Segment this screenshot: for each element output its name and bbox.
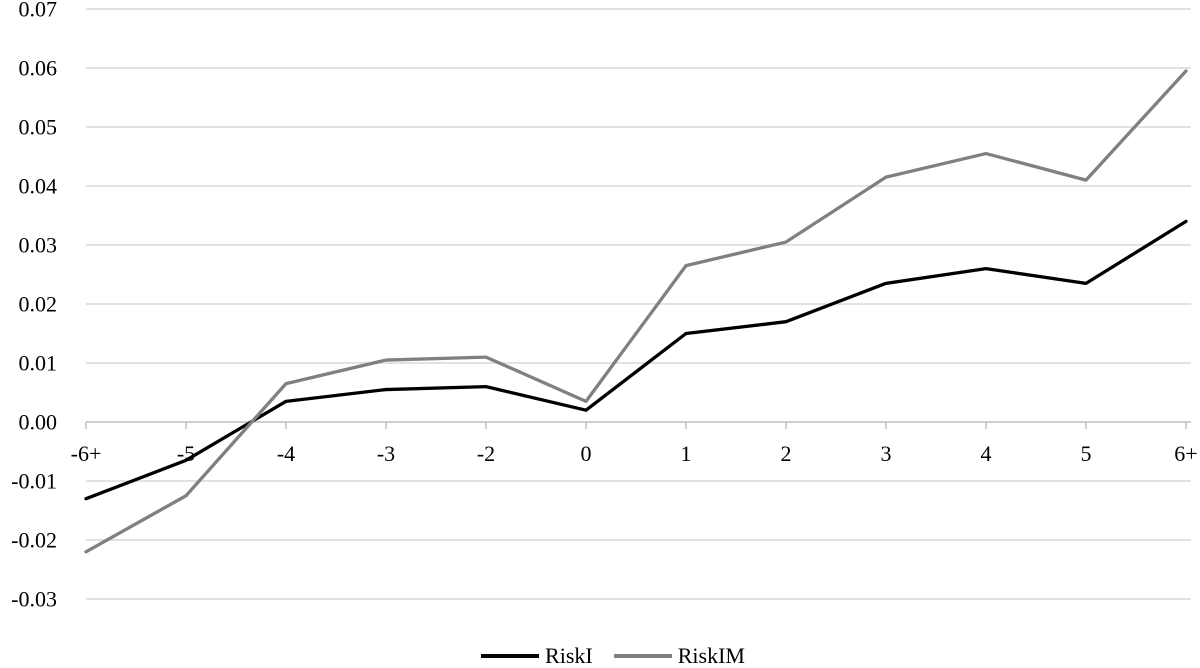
x-axis-label: -3 [377, 441, 395, 466]
y-axis-label: 0.00 [19, 410, 58, 435]
x-axis-label: -5 [177, 441, 195, 466]
x-axis-label: 2 [781, 441, 792, 466]
x-axis-label: -6+ [71, 441, 102, 466]
x-axis-label: 4 [981, 441, 992, 466]
y-axis-label: 0.02 [19, 292, 58, 317]
y-axis-label: -0.01 [11, 469, 57, 494]
y-axis-label: 0.04 [19, 174, 58, 199]
chart-canvas: 0.07 0.06 0.05 0.04 0.03 0.02 0.01 0.00 -0.01 -0.… [11, 0, 1198, 612]
x-axis-label: 3 [881, 441, 892, 466]
legend-item-riskim: RiskIM [613, 643, 745, 668]
x-axis-label: 5 [1081, 441, 1092, 466]
y-axis-label: -0.03 [11, 587, 57, 612]
y-axis-label: 0.01 [19, 351, 58, 376]
legend-line-swatch-riski [481, 654, 540, 658]
riski-line [84, 219, 1188, 501]
y-axis-label: 0.05 [19, 115, 58, 140]
legend-item-riski: RiskI [481, 645, 593, 667]
legend-label-riskim: RiskIM [677, 643, 745, 668]
x-axis-label: 0 [581, 441, 592, 466]
y-axis-label: 0.07 [19, 0, 58, 22]
x-axis-label: 1 [681, 441, 692, 466]
y-axis-label: 0.03 [19, 233, 58, 258]
y-axis-label: 0.06 [19, 56, 58, 81]
legend-line-swatch-riskim [613, 654, 672, 658]
chart-legend: RiskI RiskIM [0, 644, 1200, 668]
y-axis-label: -0.02 [11, 528, 57, 553]
riskim-line [84, 69, 1188, 554]
x-axis-label: 6+ [1174, 441, 1197, 466]
legend-label-riski: RiskI [545, 643, 593, 668]
x-axis-label: -4 [277, 441, 295, 466]
x-axis-label: -2 [477, 441, 495, 466]
